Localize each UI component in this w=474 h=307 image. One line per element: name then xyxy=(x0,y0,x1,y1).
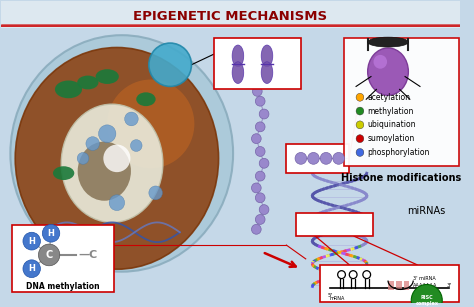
Bar xyxy=(320,265,459,302)
Text: ubiquination: ubiquination xyxy=(368,120,416,129)
Circle shape xyxy=(308,153,319,164)
Text: methylation: methylation xyxy=(368,107,414,115)
Text: miRNAs: miRNAs xyxy=(407,206,446,216)
Bar xyxy=(286,144,349,173)
Circle shape xyxy=(255,171,265,181)
Circle shape xyxy=(320,153,332,164)
Circle shape xyxy=(333,153,345,164)
Ellipse shape xyxy=(77,76,99,89)
Ellipse shape xyxy=(103,145,130,172)
Text: 5': 5' xyxy=(328,293,333,298)
Ellipse shape xyxy=(86,137,100,150)
Text: H: H xyxy=(28,237,35,246)
Circle shape xyxy=(356,135,364,142)
Circle shape xyxy=(253,87,262,96)
Circle shape xyxy=(252,224,261,234)
Ellipse shape xyxy=(130,140,142,151)
Circle shape xyxy=(42,224,60,242)
Circle shape xyxy=(255,146,265,156)
Ellipse shape xyxy=(125,112,138,126)
Circle shape xyxy=(255,215,265,224)
Ellipse shape xyxy=(15,48,219,269)
Ellipse shape xyxy=(368,48,409,95)
Bar xyxy=(0,1,460,28)
Text: sumoylation: sumoylation xyxy=(368,134,415,143)
Text: RISC
complex: RISC complex xyxy=(415,295,438,306)
Circle shape xyxy=(252,134,261,144)
Circle shape xyxy=(149,43,191,87)
Ellipse shape xyxy=(78,142,131,201)
Circle shape xyxy=(259,158,269,168)
Ellipse shape xyxy=(136,92,155,106)
Bar xyxy=(388,281,394,290)
Ellipse shape xyxy=(77,153,89,164)
Bar xyxy=(296,212,374,236)
Text: Histone modifications: Histone modifications xyxy=(341,173,462,183)
Text: 3': 3' xyxy=(447,283,452,288)
Ellipse shape xyxy=(96,69,119,84)
Bar xyxy=(12,225,114,292)
Text: C: C xyxy=(46,250,53,260)
Circle shape xyxy=(38,244,60,266)
Text: H: H xyxy=(47,229,55,238)
Text: H: H xyxy=(28,264,35,273)
Ellipse shape xyxy=(261,45,273,67)
Circle shape xyxy=(259,109,269,119)
Circle shape xyxy=(356,121,364,129)
Circle shape xyxy=(255,96,265,106)
Bar xyxy=(396,281,401,290)
Text: mRNA: mRNA xyxy=(330,296,345,301)
Ellipse shape xyxy=(10,35,233,272)
Circle shape xyxy=(259,205,269,215)
Ellipse shape xyxy=(368,37,409,47)
Text: —C: —C xyxy=(78,250,98,260)
Ellipse shape xyxy=(232,45,244,67)
Text: phosphorylation: phosphorylation xyxy=(368,148,430,157)
Ellipse shape xyxy=(374,55,387,69)
Ellipse shape xyxy=(99,125,116,142)
Ellipse shape xyxy=(61,104,163,222)
Bar xyxy=(345,38,459,166)
Ellipse shape xyxy=(53,166,74,180)
Ellipse shape xyxy=(55,80,82,98)
Circle shape xyxy=(356,107,364,115)
Circle shape xyxy=(411,285,442,307)
Circle shape xyxy=(255,193,265,203)
Circle shape xyxy=(23,232,40,250)
Text: 3' miRNA: 3' miRNA xyxy=(413,276,436,281)
Text: DNA methylation: DNA methylation xyxy=(27,282,100,291)
Circle shape xyxy=(356,93,364,101)
Bar xyxy=(403,281,410,290)
Bar xyxy=(214,38,301,89)
Ellipse shape xyxy=(109,195,125,211)
Text: acetylation: acetylation xyxy=(368,93,410,102)
Circle shape xyxy=(255,122,265,132)
Ellipse shape xyxy=(107,80,194,168)
Circle shape xyxy=(295,153,307,164)
Circle shape xyxy=(23,260,40,278)
Circle shape xyxy=(356,149,364,156)
Ellipse shape xyxy=(261,62,273,84)
Circle shape xyxy=(252,183,261,193)
Ellipse shape xyxy=(232,62,244,84)
Text: EPIGENETIC MECHANISMS: EPIGENETIC MECHANISMS xyxy=(133,10,327,23)
Text: AAAAAAA: AAAAAAA xyxy=(413,283,438,288)
Ellipse shape xyxy=(149,186,163,200)
